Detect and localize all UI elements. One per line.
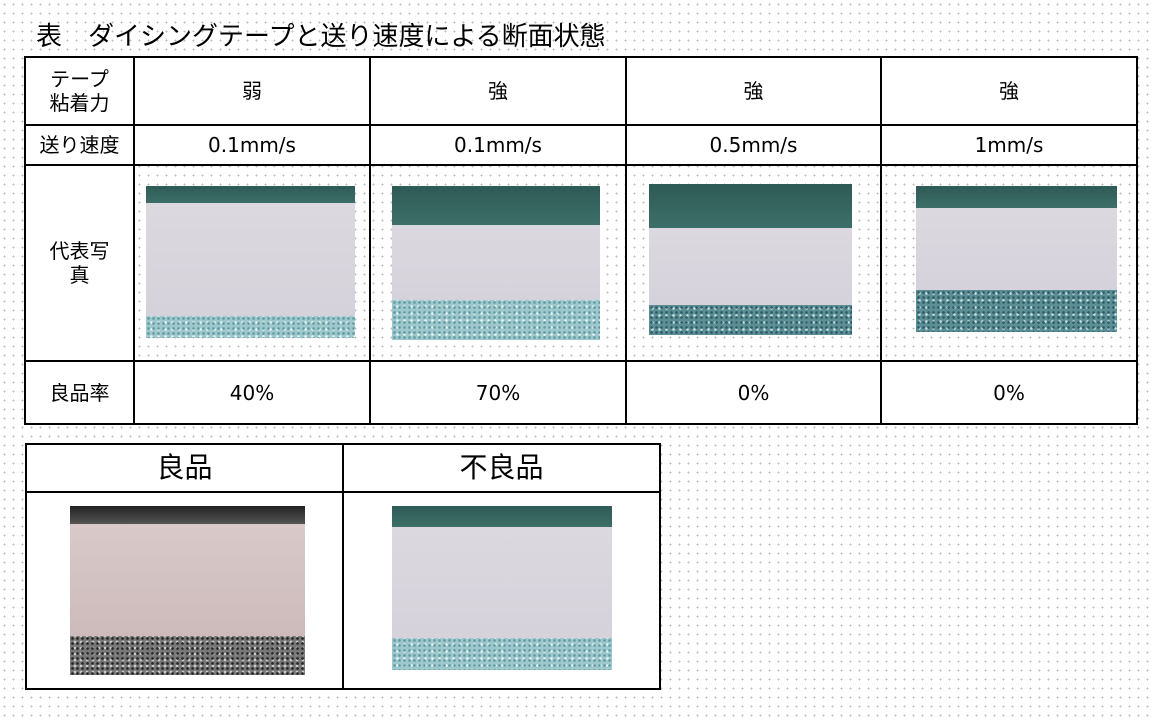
photo	[392, 186, 600, 340]
cell-text: 弱	[242, 79, 262, 103]
border	[880, 56, 882, 425]
data-cell: 0.5mm/s	[626, 125, 881, 165]
header-cell: 強	[370, 57, 626, 125]
label-line: テープ	[50, 67, 109, 91]
header-cell: 強	[881, 57, 1137, 125]
photo-layer	[916, 208, 1117, 290]
data-cell: 70%	[370, 361, 626, 424]
photo-layer	[649, 184, 852, 228]
cell-text: 良品	[156, 451, 213, 484]
photo-layer	[392, 638, 612, 670]
label-line: 真	[69, 263, 90, 287]
photo-layer	[916, 290, 1117, 332]
photo-layer	[146, 203, 355, 316]
label-line: 良品率	[49, 380, 110, 405]
border	[24, 56, 26, 425]
cell-text: 0.5mm/s	[709, 133, 798, 157]
border	[25, 688, 661, 690]
photo-layer	[649, 228, 852, 305]
border	[1136, 56, 1138, 425]
photo-layer	[70, 636, 305, 675]
photo-layer	[916, 186, 1117, 208]
border	[24, 423, 1138, 425]
data-cell: 0%	[881, 361, 1137, 424]
photo	[146, 186, 355, 338]
label-line: 送り速度	[39, 133, 120, 157]
border	[24, 360, 1138, 362]
row-label: テープ 粘着力	[25, 57, 134, 125]
row-label: 送り速度	[25, 125, 134, 165]
photo-layer	[392, 506, 612, 527]
title: 表 ダイシングテープと送り速度による断面状態	[36, 22, 606, 52]
photo-layer	[392, 186, 600, 225]
label-line: 代表写	[49, 239, 110, 263]
cell-text: 40%	[229, 380, 275, 405]
header-cell: 弱	[134, 57, 370, 125]
border	[24, 124, 1138, 126]
border	[625, 56, 627, 425]
photo-layer	[392, 300, 600, 340]
photo-layer	[392, 225, 600, 300]
cell-text: 0.1mm/s	[208, 133, 296, 157]
border	[369, 56, 371, 425]
photo-layer	[70, 524, 305, 636]
label-line: 粘着力	[49, 91, 110, 115]
cell-text: 0%	[737, 380, 770, 405]
cell-text: 0%	[993, 380, 1025, 405]
cell-text: 1mm/s	[974, 133, 1044, 157]
photo-layer	[146, 316, 355, 338]
header-cell: 強	[626, 57, 881, 125]
border	[342, 443, 344, 690]
border	[659, 443, 661, 690]
border	[133, 56, 135, 425]
border	[25, 443, 661, 445]
data-cell: 0%	[626, 361, 881, 424]
cell-text: 強	[999, 79, 1019, 103]
row-label: 良品率	[25, 361, 134, 424]
data-cell: 0.1mm/s	[134, 125, 370, 165]
cell-text: 強	[488, 79, 508, 103]
photo	[649, 184, 852, 335]
data-cell: 0.1mm/s	[370, 125, 626, 165]
photo-layer	[146, 186, 355, 203]
cell-text: 強	[743, 79, 764, 103]
photo	[916, 186, 1117, 332]
photo	[70, 506, 305, 675]
photo-layer	[70, 506, 305, 524]
comparison-header: 良品	[26, 444, 343, 492]
data-cell: 1mm/s	[881, 125, 1137, 165]
cell-text: 70%	[475, 380, 521, 405]
data-cell: 40%	[134, 361, 370, 424]
photo-layer	[649, 305, 852, 335]
border	[25, 491, 661, 493]
border	[25, 443, 27, 690]
comparison-header: 不良品	[343, 444, 660, 492]
cell-text: 0.1mm/s	[454, 133, 542, 157]
border	[24, 56, 1138, 58]
border	[24, 164, 1138, 166]
photo-layer	[392, 527, 612, 638]
photo	[392, 506, 612, 670]
cell-text: 不良品	[459, 451, 544, 484]
row-label: 代表写真	[25, 165, 134, 361]
